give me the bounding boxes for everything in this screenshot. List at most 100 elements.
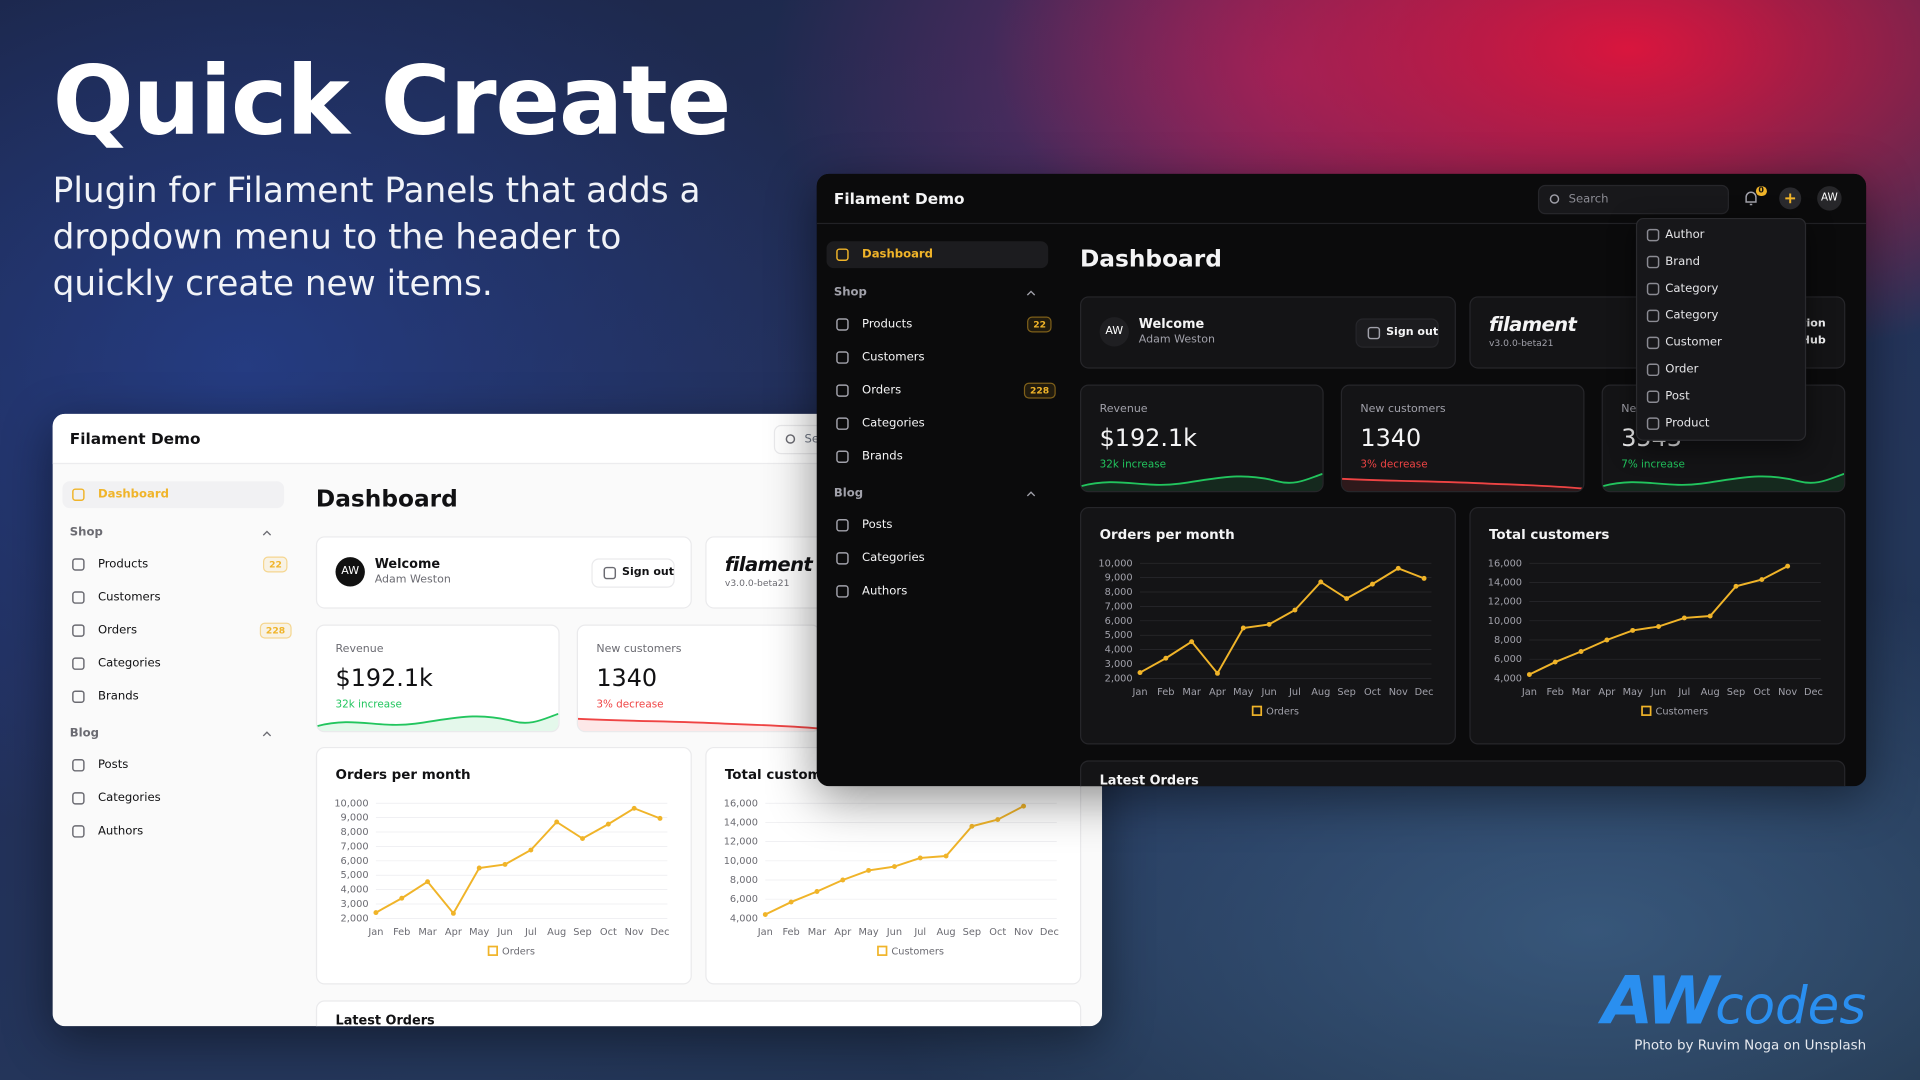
y-tick-label: 10,000 xyxy=(1488,616,1522,627)
data-point xyxy=(1344,596,1350,601)
x-tick-label: Apr xyxy=(834,927,852,938)
nav-item-active[interactable]: Dashboard xyxy=(826,241,1049,269)
data-point xyxy=(1189,639,1195,645)
quick-create-item[interactable]: Product xyxy=(1637,410,1805,437)
nav-item[interactable]: Authors xyxy=(62,818,284,845)
icon-shape xyxy=(1367,326,1381,340)
chart-title: Orders per month xyxy=(336,768,471,783)
search-box[interactable]: Search xyxy=(1537,184,1729,215)
nav-item[interactable]: Categories xyxy=(62,650,284,677)
chevron-shape xyxy=(1026,290,1036,296)
x-tick-label: Nov xyxy=(1778,687,1797,698)
icon-shape xyxy=(836,384,849,397)
quick-create-label: Category xyxy=(1665,308,1719,323)
quick-create-item[interactable]: Customer xyxy=(1637,329,1805,356)
x-tick-label: May xyxy=(1233,687,1253,698)
nav-item[interactable]: Products 22 xyxy=(827,311,1053,338)
data-point xyxy=(891,864,897,870)
chevron-shape xyxy=(262,731,272,737)
stat-trend: 32k increase xyxy=(335,699,402,712)
sparkline-line xyxy=(317,713,559,728)
y-tick-label: 16,000 xyxy=(724,798,758,809)
nav-item[interactable]: Categories xyxy=(62,785,284,812)
icon-shape xyxy=(72,657,85,670)
icon-shape xyxy=(836,318,849,331)
data-point xyxy=(1215,670,1220,676)
stat-card: New customers 1340 3% decrease xyxy=(576,624,821,733)
user-avatar[interactable]: AW xyxy=(1817,186,1842,211)
sparkline-area xyxy=(1342,478,1584,492)
quick-create-item[interactable]: Category xyxy=(1637,302,1805,329)
y-tick-label: 9,000 xyxy=(1105,573,1133,584)
legend-label: Orders xyxy=(502,946,535,957)
data-point xyxy=(1733,583,1739,589)
search-icon xyxy=(785,434,796,444)
nav-item[interactable]: Customers xyxy=(827,344,1049,371)
nav-item[interactable]: Brands xyxy=(62,683,284,710)
stat-label: Revenue xyxy=(1099,403,1148,416)
nav-item[interactable]: Posts xyxy=(62,752,284,779)
nav-item[interactable]: Orders 228 xyxy=(62,617,292,644)
data-point xyxy=(969,823,975,829)
quick-create-item[interactable]: Category xyxy=(1637,276,1805,303)
quick-create-item[interactable]: Brand xyxy=(1637,249,1805,276)
legend-label: Customers xyxy=(891,946,944,957)
account-avatar: AW xyxy=(335,557,365,587)
data-point xyxy=(657,815,663,821)
x-tick-label: Feb xyxy=(782,927,799,938)
chevron xyxy=(1026,290,1036,296)
nav-label: Categories xyxy=(862,551,925,565)
nav-item[interactable]: Products 22 xyxy=(62,551,289,578)
icon xyxy=(836,318,849,331)
data-point xyxy=(1604,637,1610,643)
stat-card: Revenue $192.1k 32k increase xyxy=(315,624,560,733)
icon xyxy=(72,488,85,501)
y-tick-label: 8,000 xyxy=(730,875,758,886)
nav-item[interactable]: Categories xyxy=(827,545,1049,572)
quick-create-label: Brand xyxy=(1665,255,1700,269)
icon-shape xyxy=(72,759,85,772)
data-point xyxy=(605,821,611,827)
x-tick-label: Jun xyxy=(886,927,902,938)
account-name: Adam Weston xyxy=(1138,333,1215,347)
x-tick-label: Aug xyxy=(937,927,956,938)
sign-out-button[interactable]: Sign out xyxy=(1355,318,1439,348)
nav-item[interactable]: Brands xyxy=(827,443,1049,470)
nav-group-label: Shop xyxy=(69,525,103,540)
data-point xyxy=(1266,621,1272,627)
icon-shape xyxy=(603,566,617,580)
sparkline-line xyxy=(577,717,820,730)
x-tick-label: Apr xyxy=(1209,687,1227,698)
nav-item[interactable]: Posts xyxy=(827,512,1049,539)
nav-item[interactable]: Orders 228 xyxy=(827,377,1056,404)
y-tick-label: 14,000 xyxy=(724,817,758,828)
nav-label: Posts xyxy=(862,518,893,532)
info-version: v3.0.0-beta21 xyxy=(724,577,790,589)
nav-item[interactable]: Customers xyxy=(62,584,284,611)
icon xyxy=(72,792,85,805)
stat-trend: 3% decrease xyxy=(596,699,664,712)
nav-item[interactable]: Authors xyxy=(827,578,1049,605)
quick-create-button[interactable] xyxy=(1779,187,1802,210)
nav-item-active[interactable]: Dashboard xyxy=(62,481,285,509)
y-tick-label: 12,000 xyxy=(724,837,758,848)
quick-create-label: Order xyxy=(1665,362,1699,377)
data-point xyxy=(1630,627,1636,633)
data-point xyxy=(450,910,456,916)
sign-out-button[interactable]: Sign out xyxy=(591,558,675,588)
chart-title: Orders per month xyxy=(1100,528,1235,543)
icon-shape xyxy=(72,591,85,604)
notifications-button[interactable] xyxy=(1742,189,1759,206)
quick-create-label: Post xyxy=(1665,389,1690,404)
info-logo: filament xyxy=(724,552,813,577)
x-tick-label: Oct xyxy=(1753,687,1770,698)
sparkline-line xyxy=(1342,477,1584,490)
quick-create-item[interactable]: Order xyxy=(1637,356,1805,383)
stat-card: Revenue $192.1k 32k increase xyxy=(1080,384,1324,493)
search-icon xyxy=(1549,194,1560,204)
quick-create-item[interactable]: Post xyxy=(1637,383,1805,410)
x-tick-label: Apr xyxy=(1598,687,1616,698)
quick-create-item[interactable]: Author xyxy=(1637,222,1805,249)
nav-item[interactable]: Categories xyxy=(827,410,1049,437)
y-tick-label: 10,000 xyxy=(334,798,368,809)
